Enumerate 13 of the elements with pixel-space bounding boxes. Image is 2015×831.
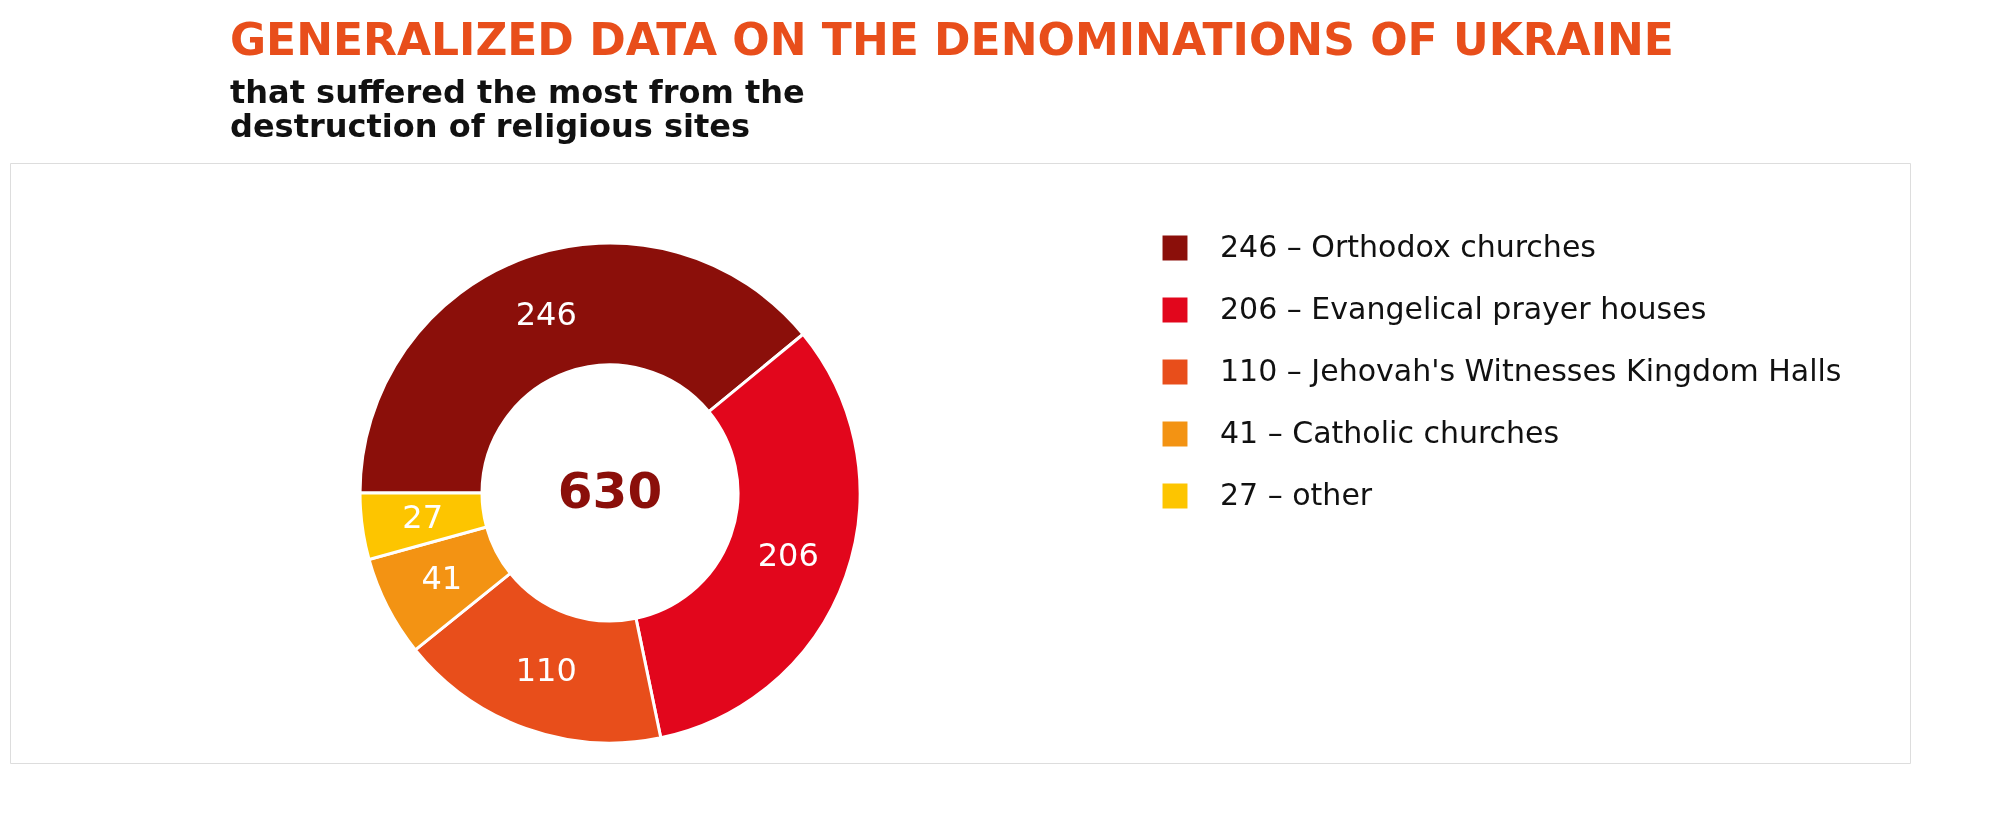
legend-label: 27 – other bbox=[1220, 477, 1373, 512]
legend-label: 206 – Evangelical prayer houses bbox=[1220, 291, 1707, 326]
data-label: 206 bbox=[757, 535, 819, 574]
legend-label: 110 – Jehovah's Witnesses Kingdom Halls bbox=[1220, 353, 1842, 388]
data-label: 110 bbox=[515, 650, 577, 689]
data-label: 41 bbox=[421, 559, 463, 598]
data-label: 246 bbox=[515, 295, 577, 334]
legend-label: 41 – Catholic churches bbox=[1220, 415, 1560, 450]
chart-subtitle: that suffered the most from the destruction of religious sites bbox=[230, 73, 805, 145]
chart-title: GENERALIZED DATA ON THE DENOMINATIONS OF UKRAINE bbox=[230, 14, 1674, 65]
text: 630 bbox=[557, 462, 663, 520]
legend-label: 246 – Orthodox churches bbox=[1220, 229, 1596, 264]
data-label: 27 bbox=[402, 498, 444, 537]
